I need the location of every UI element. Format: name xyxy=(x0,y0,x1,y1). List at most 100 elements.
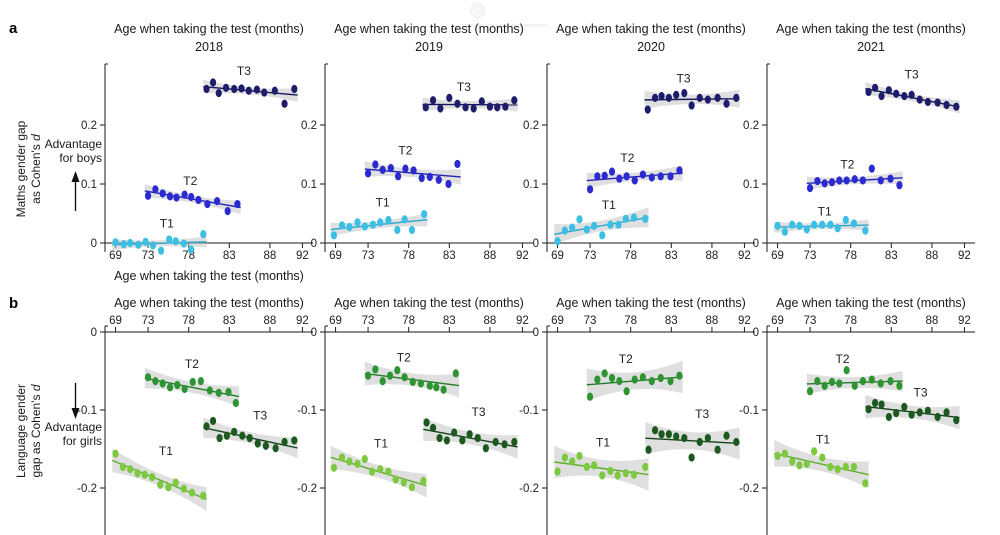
svg-text:69: 69 xyxy=(109,250,122,262)
svg-text:88: 88 xyxy=(484,250,497,262)
svg-text:83: 83 xyxy=(443,315,456,327)
svg-text:83: 83 xyxy=(885,250,898,262)
svg-text:69: 69 xyxy=(771,315,784,327)
svg-text:69: 69 xyxy=(551,250,564,262)
col-2021-title-b: Age when taking the test (months) xyxy=(776,296,966,310)
svg-text:88: 88 xyxy=(926,250,939,262)
advantage-line2: for girls xyxy=(62,433,102,448)
svg-text:-0.1: -0.1 xyxy=(77,405,97,417)
svg-text:92: 92 xyxy=(516,315,529,327)
svg-text:T2: T2 xyxy=(397,351,411,365)
col-2020-title-a: Age when taking the test (months) xyxy=(556,22,746,36)
svg-text:0.2: 0.2 xyxy=(523,120,539,132)
svg-text:0: 0 xyxy=(533,327,539,339)
svg-text:73: 73 xyxy=(362,250,375,262)
svg-text:92: 92 xyxy=(516,250,529,262)
advantage-line1: Advantage xyxy=(44,420,102,434)
plot-maths-2021: 0 0.1 0.2 69 73 78 83 88 92 T1 T2 T3 xyxy=(743,63,975,262)
plot-language-2018: 0 -0.1 -0.2 69 73 78 83 88 92 T1 T2 T3 xyxy=(77,315,313,535)
svg-text:T1: T1 xyxy=(374,436,388,450)
watermark-smudge xyxy=(452,24,547,27)
svg-text:0.2: 0.2 xyxy=(81,120,97,132)
svg-text:73: 73 xyxy=(142,315,155,327)
svg-text:92: 92 xyxy=(958,250,971,262)
svg-text:73: 73 xyxy=(142,250,155,262)
plot-language-2020: 0 -0.1 -0.2 69 73 78 83 88 92 T1 T2 T3 xyxy=(519,315,755,535)
svg-text:88: 88 xyxy=(484,315,497,327)
svg-text:92: 92 xyxy=(958,315,971,327)
panel-b-ylabel-line1: Language gender xyxy=(14,383,28,479)
svg-text:92: 92 xyxy=(296,250,309,262)
advantage-down-arrow-icon xyxy=(71,383,80,419)
col-2021-year: 2021 xyxy=(857,40,885,54)
col-2019-title-b: Age when taking the test (months) xyxy=(334,296,524,310)
svg-text:T3: T3 xyxy=(695,407,709,421)
svg-text:-0.2: -0.2 xyxy=(519,483,539,495)
svg-text:T3: T3 xyxy=(472,405,486,419)
panel-a-ylabel-line1: Maths gender gap xyxy=(14,120,28,218)
svg-text:T1: T1 xyxy=(159,444,173,458)
svg-text:T1: T1 xyxy=(602,198,616,212)
svg-text:0: 0 xyxy=(91,238,97,250)
svg-text:69: 69 xyxy=(109,315,122,327)
svg-text:-0.1: -0.1 xyxy=(519,405,539,417)
svg-text:T2: T2 xyxy=(620,151,634,165)
svg-text:73: 73 xyxy=(362,315,375,327)
svg-text:78: 78 xyxy=(182,315,195,327)
col-2019-year: 2019 xyxy=(415,40,443,54)
svg-text:T1: T1 xyxy=(818,204,832,218)
col-2019-title-a: Age when taking the test (months) xyxy=(334,22,524,36)
svg-text:78: 78 xyxy=(402,315,415,327)
svg-text:73: 73 xyxy=(584,315,597,327)
svg-text:83: 83 xyxy=(885,315,898,327)
svg-text:0: 0 xyxy=(533,238,539,250)
svg-text:78: 78 xyxy=(624,315,637,327)
svg-text:92: 92 xyxy=(738,250,751,262)
col-2021-title-a: Age when taking the test (months) xyxy=(776,22,966,36)
col-2018-title-a: Age when taking the test (months) xyxy=(114,22,304,36)
svg-text:T3: T3 xyxy=(676,72,690,86)
svg-text:0: 0 xyxy=(753,238,759,250)
svg-text:T3: T3 xyxy=(253,408,267,422)
svg-text:T1: T1 xyxy=(376,195,390,209)
col-2018-title-b: Age when taking the test (months) xyxy=(114,296,304,310)
svg-text:T3: T3 xyxy=(457,80,471,94)
svg-text:T1: T1 xyxy=(596,436,610,450)
plot-language-2021: 0 -0.1 -0.2 69 73 78 83 88 92 T1 T2 T3 xyxy=(739,315,975,535)
svg-text:78: 78 xyxy=(844,250,857,262)
svg-text:0: 0 xyxy=(311,238,317,250)
svg-text:-0.2: -0.2 xyxy=(739,483,759,495)
svg-text:88: 88 xyxy=(926,315,939,327)
col-2020-title-b: Age when taking the test (months) xyxy=(556,296,746,310)
panel-a-letter: a xyxy=(9,20,18,37)
advantage-up-arrow-icon xyxy=(71,171,80,211)
svg-text:88: 88 xyxy=(706,250,719,262)
svg-text:92: 92 xyxy=(738,315,751,327)
svg-text:T1: T1 xyxy=(816,433,830,447)
svg-text:83: 83 xyxy=(223,315,236,327)
svg-text:0.2: 0.2 xyxy=(743,120,759,132)
svg-text:T3: T3 xyxy=(914,386,928,400)
svg-text:88: 88 xyxy=(264,250,277,262)
svg-text:0.2: 0.2 xyxy=(301,120,317,132)
svg-text:83: 83 xyxy=(443,250,456,262)
svg-text:92: 92 xyxy=(296,315,309,327)
svg-text:69: 69 xyxy=(551,315,564,327)
svg-text:0.1: 0.1 xyxy=(743,179,759,191)
panel-b-letter: b xyxy=(9,295,19,312)
svg-text:0: 0 xyxy=(311,327,317,339)
svg-text:78: 78 xyxy=(624,250,637,262)
panel-a-xaxis-label: Age when taking the test (months) xyxy=(114,269,304,283)
svg-text:0.1: 0.1 xyxy=(81,179,97,191)
svg-text:T2: T2 xyxy=(836,352,850,366)
col-2020-year: 2020 xyxy=(637,40,665,54)
svg-text:T3: T3 xyxy=(905,67,919,81)
svg-text:0: 0 xyxy=(753,327,759,339)
svg-text:69: 69 xyxy=(771,250,784,262)
col-2018-year: 2018 xyxy=(195,40,223,54)
svg-text:-0.2: -0.2 xyxy=(297,483,317,495)
svg-text:0.1: 0.1 xyxy=(301,179,317,191)
advantage-line2: for boys xyxy=(59,150,102,165)
advantage-line1: Advantage xyxy=(44,137,102,151)
